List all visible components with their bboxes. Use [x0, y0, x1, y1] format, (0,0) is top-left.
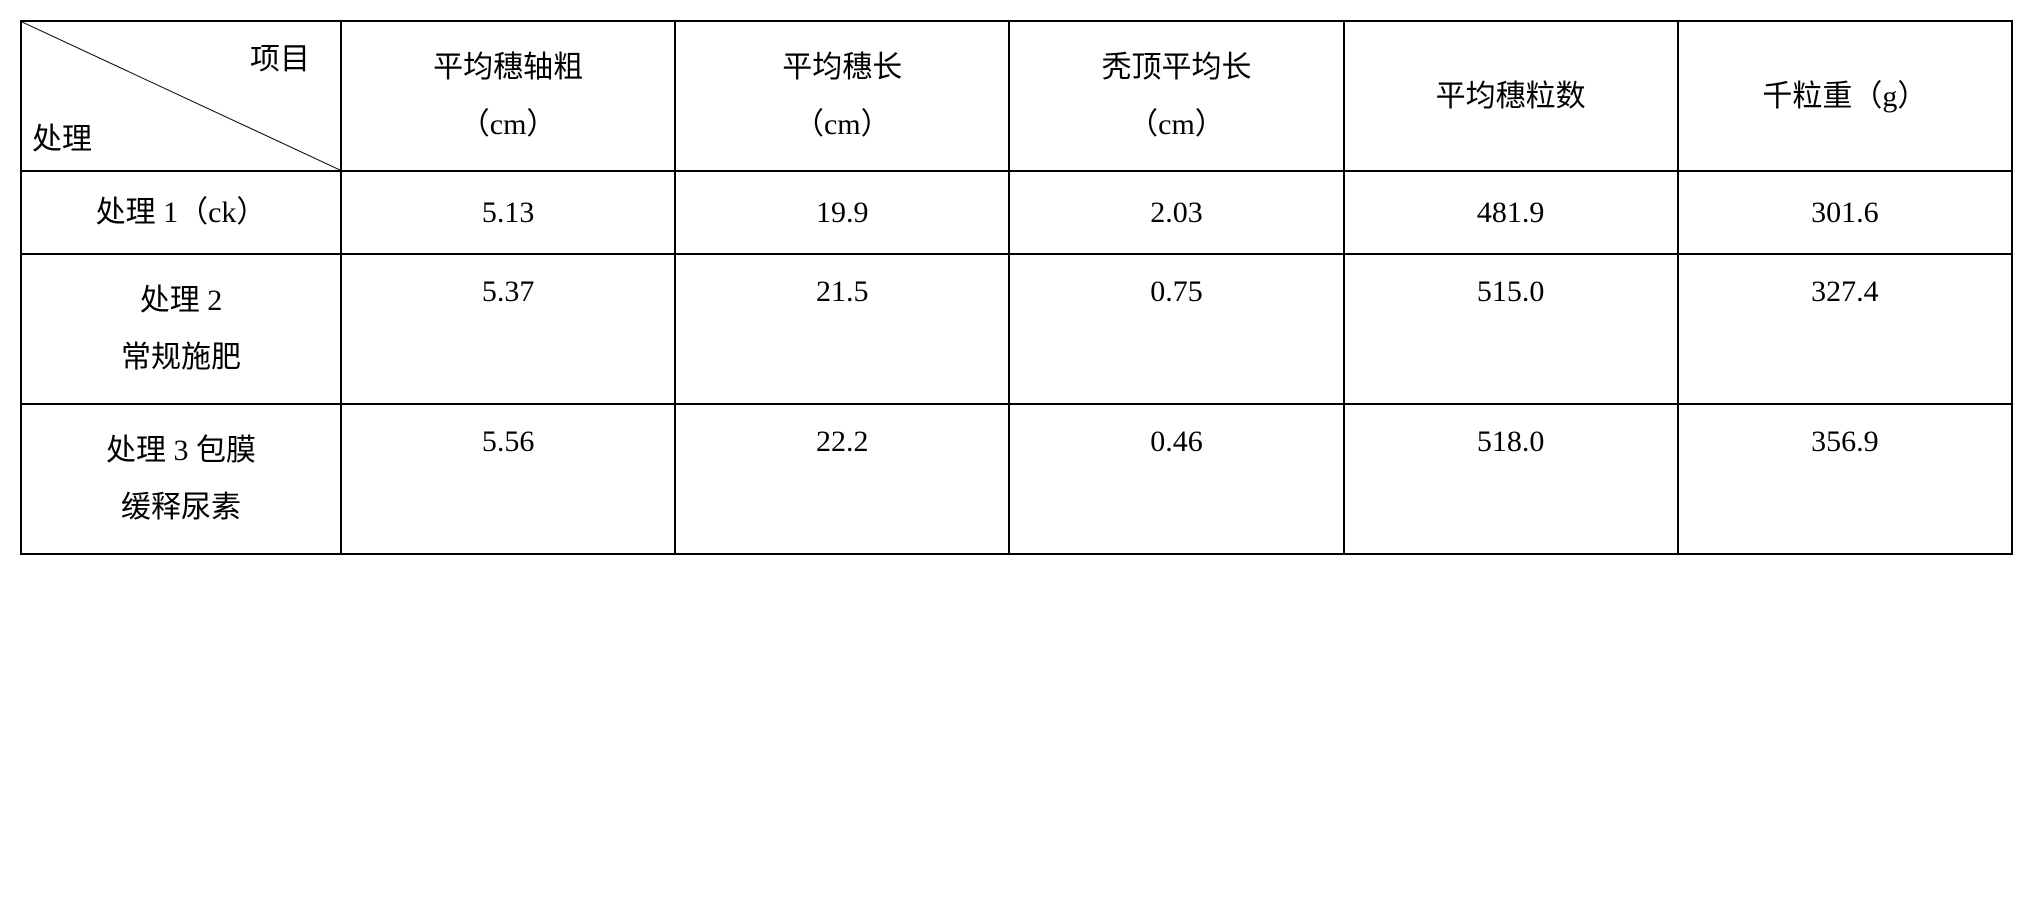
table-row: 处理 1（ck） 5.13 19.9 2.03 481.9 301.6: [21, 171, 2012, 254]
table-header-row: 项目 处理 平均穗轴粗 （cm） 平均穗长 （cm）: [21, 21, 2012, 171]
table-body: 处理 1（ck） 5.13 19.9 2.03 481.9 301.6 处理 2…: [21, 171, 2012, 554]
column-header-line2: （cm）: [794, 96, 891, 153]
column-header-line1: 平均穗轴粗: [433, 39, 583, 96]
row-label-line1: 处理 3 包膜: [30, 422, 332, 479]
table-row: 处理 2 常规施肥 5.37 21.5 0.75 515.0 327.4: [21, 254, 2012, 404]
data-table-container: 项目 处理 平均穗轴粗 （cm） 平均穗长 （cm）: [20, 20, 2013, 555]
data-cell: 327.4: [1678, 254, 2012, 404]
data-cell: 356.9: [1678, 404, 2012, 554]
table-row: 处理 3 包膜 缓释尿素 5.56 22.2 0.46 518.0 356.9: [21, 404, 2012, 554]
column-header: 平均穗轴粗 （cm）: [341, 21, 675, 171]
column-header: 秃顶平均长 （cm）: [1009, 21, 1343, 171]
data-cell: 518.0: [1344, 404, 1678, 554]
column-header-line2: （cm）: [460, 96, 557, 153]
diagonal-header-cell: 项目 处理: [21, 21, 341, 171]
data-cell: 481.9: [1344, 171, 1678, 254]
data-cell: 5.13: [341, 171, 675, 254]
data-cell: 0.75: [1009, 254, 1343, 404]
data-cell: 2.03: [1009, 171, 1343, 254]
row-label-line2: 缓释尿素: [30, 479, 332, 536]
row-label-line1: 处理 2: [30, 272, 332, 329]
row-label-line1: 处理 1（ck）: [96, 196, 267, 229]
diagonal-bottom-label: 处理: [32, 114, 92, 158]
column-header-line1: 平均穗粒数: [1436, 68, 1586, 125]
data-cell: 22.2: [675, 404, 1009, 554]
data-cell: 301.6: [1678, 171, 2012, 254]
column-header: 千粒重（g）: [1678, 21, 2012, 171]
data-cell: 5.56: [341, 404, 675, 554]
row-label-cell: 处理 3 包膜 缓释尿素: [21, 404, 341, 554]
data-cell: 19.9: [675, 171, 1009, 254]
column-header-line2: （cm）: [1128, 96, 1225, 153]
data-cell: 21.5: [675, 254, 1009, 404]
column-header: 平均穗粒数: [1344, 21, 1678, 171]
row-label-line2: 常规施肥: [30, 329, 332, 386]
data-cell: 515.0: [1344, 254, 1678, 404]
row-label-cell: 处理 2 常规施肥: [21, 254, 341, 404]
data-cell: 5.37: [341, 254, 675, 404]
column-header-line1: 平均穗长: [782, 39, 902, 96]
data-cell: 0.46: [1009, 404, 1343, 554]
column-header-line1: 秃顶平均长: [1101, 39, 1251, 96]
data-table: 项目 处理 平均穗轴粗 （cm） 平均穗长 （cm）: [20, 20, 2013, 555]
diagonal-top-label: 项目: [250, 34, 310, 78]
column-header: 平均穗长 （cm）: [675, 21, 1009, 171]
column-header-line1: 千粒重（g）: [1762, 68, 1927, 125]
row-label-cell: 处理 1（ck）: [21, 171, 341, 254]
